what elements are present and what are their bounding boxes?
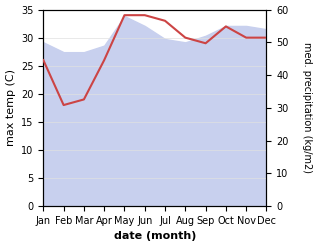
X-axis label: date (month): date (month) — [114, 231, 196, 242]
Y-axis label: med. precipitation (kg/m2): med. precipitation (kg/m2) — [302, 42, 313, 173]
Y-axis label: max temp (C): max temp (C) — [5, 69, 16, 146]
